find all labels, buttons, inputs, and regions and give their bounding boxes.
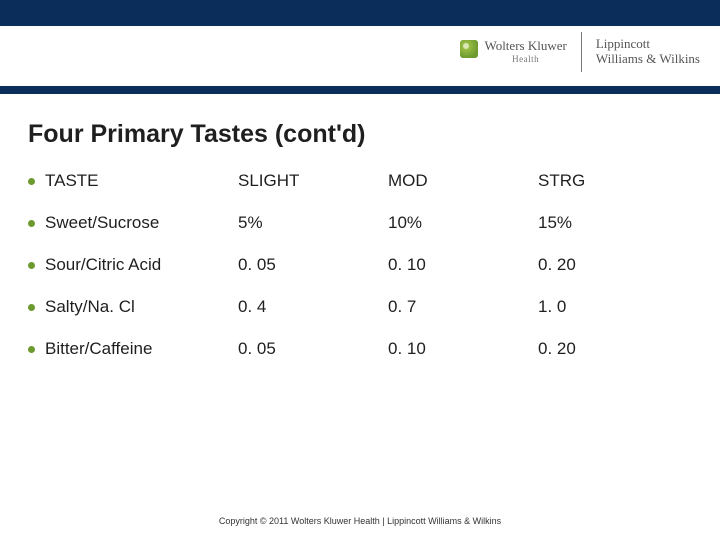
brand1-sub: Health — [484, 55, 566, 64]
table-cell: 0. 10 — [388, 339, 538, 359]
brand2-line2: Williams & Wilkins — [596, 52, 700, 67]
table-row-label: Sweet/Sucrose — [28, 213, 238, 233]
table-cell: 0. 7 — [388, 297, 538, 317]
bullet-icon — [28, 178, 35, 185]
table-cell: 0. 20 — [538, 339, 688, 359]
bullet-icon — [28, 346, 35, 353]
bullet-icon — [28, 262, 35, 269]
table-cell: 0. 4 — [238, 297, 388, 317]
table-row-label: Salty/Na. Cl — [28, 297, 238, 317]
col-header: SLIGHT — [238, 171, 388, 191]
header-top-stripe — [0, 0, 720, 26]
table-cell: 0. 05 — [238, 339, 388, 359]
bullet-icon — [28, 304, 35, 311]
col-header: MOD — [388, 171, 538, 191]
row-label-text: Sour/Citric Acid — [45, 255, 161, 275]
bullet-icon — [28, 220, 35, 227]
lippincott-logo: Lippincott Williams & Wilkins — [596, 37, 700, 67]
wk-leaf-icon — [460, 40, 478, 58]
page-title: Four Primary Tastes (cont'd) — [28, 120, 692, 149]
table-row-label: Sour/Citric Acid — [28, 255, 238, 275]
table-header-label: TASTE — [28, 171, 238, 191]
col-header: TASTE — [45, 171, 99, 191]
col-header: STRG — [538, 171, 688, 191]
taste-table: TASTE SLIGHT MOD STRG Sweet/Sucrose 5% 1… — [28, 171, 692, 359]
brand2-line1: Lippincott — [596, 37, 700, 52]
table-cell: 5% — [238, 213, 388, 233]
table-row-label: Bitter/Caffeine — [28, 339, 238, 359]
brand1-name: Wolters Kluwer — [484, 39, 566, 53]
table-cell: 10% — [388, 213, 538, 233]
table-cell: 15% — [538, 213, 688, 233]
brand-divider — [581, 32, 582, 72]
header-logos: Wolters Kluwer Health Lippincott William… — [460, 32, 700, 72]
table-cell: 0. 20 — [538, 255, 688, 275]
table-cell: 0. 05 — [238, 255, 388, 275]
slide-header: Wolters Kluwer Health Lippincott William… — [0, 0, 720, 94]
row-label-text: Salty/Na. Cl — [45, 297, 135, 317]
wolters-kluwer-logo: Wolters Kluwer Health — [460, 39, 566, 64]
slide-content: Four Primary Tastes (cont'd) TASTE SLIGH… — [0, 94, 720, 359]
row-label-text: Bitter/Caffeine — [45, 339, 152, 359]
row-label-text: Sweet/Sucrose — [45, 213, 159, 233]
table-cell: 0. 10 — [388, 255, 538, 275]
copyright-text: Copyright © 2011 Wolters Kluwer Health |… — [0, 516, 720, 526]
table-cell: 1. 0 — [538, 297, 688, 317]
header-bottom-stripe — [0, 86, 720, 94]
